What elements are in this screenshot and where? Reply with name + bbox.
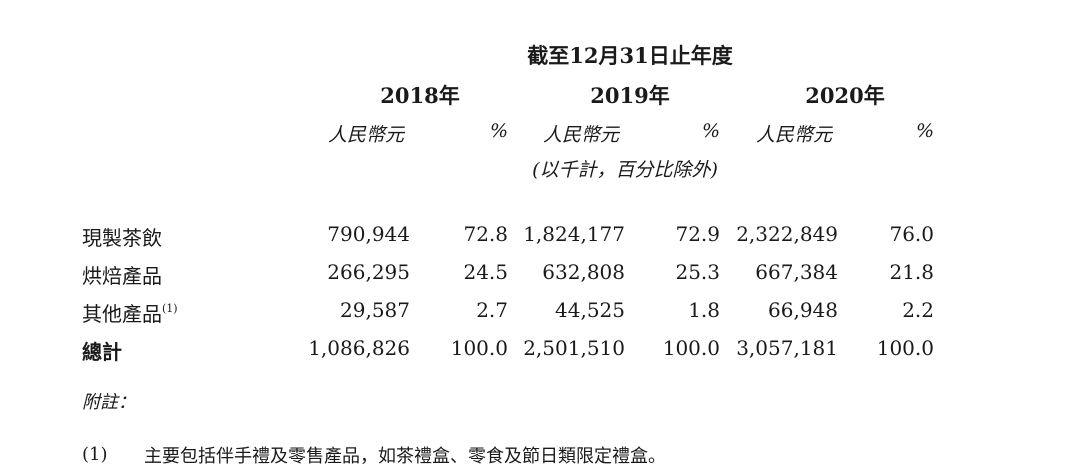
table-cell: 667,384 (755, 260, 838, 284)
table-cell: 44,525 (555, 298, 625, 322)
table-cell: 266,295 (327, 260, 410, 284)
row-label-fresh-tea: 現製茶飲 (82, 226, 162, 250)
table-cell: 66,948 (768, 298, 838, 322)
footnote-marker: (1) (82, 444, 108, 465)
footnote-ref: (1) (162, 302, 178, 315)
currency-label-2018: 人民幣元 (328, 124, 405, 146)
table-cell: 24.5 (463, 260, 508, 284)
table-cell: 2.7 (476, 298, 508, 322)
percent-label-2019: % (701, 120, 720, 142)
table-cell: 100.0 (450, 336, 508, 360)
table-cell: 29,587 (340, 298, 410, 322)
table-cell: 100.0 (876, 336, 934, 360)
row-label-bakery: 烘焙產品 (82, 264, 162, 288)
table-cell: 1,086,826 (308, 336, 410, 360)
percent-label-2020: % (915, 120, 934, 142)
currency-label-2020: 人民幣元 (756, 124, 833, 146)
percent-label-2018: % (489, 120, 508, 142)
footnote-text: 主要包括伴手禮及零售產品，如茶禮盒、零食及節日類限定禮盒。 (144, 446, 666, 467)
table-cell: 2,322,849 (736, 222, 838, 246)
year-header-2020: 2020年 (805, 83, 885, 108)
unit-note: (以千計，百分比除外) (532, 159, 718, 181)
table-cell: 72.8 (463, 222, 508, 246)
table-cell: 100.0 (662, 336, 720, 360)
table-cell: 25.3 (675, 260, 720, 284)
table-cell: 72.9 (675, 222, 720, 246)
period-header: 截至12月31日止年度 (527, 43, 733, 68)
table-cell: 21.8 (889, 260, 934, 284)
row-label-total: 總計 (82, 340, 122, 364)
table-cell: 1.8 (688, 298, 720, 322)
table-cell: 3,057,181 (736, 336, 838, 360)
year-header-2018: 2018年 (380, 83, 460, 108)
year-header-2019: 2019年 (590, 83, 670, 108)
table-cell: 790,944 (327, 222, 410, 246)
table-cell: 76.0 (889, 222, 934, 246)
table-cell: 2,501,510 (523, 336, 625, 360)
table-cell: 1,824,177 (523, 222, 625, 246)
table-cell: 632,808 (542, 260, 625, 284)
currency-label-2019: 人民幣元 (543, 124, 620, 146)
row-label-other: 其他產品(1) (82, 298, 178, 327)
row-label-other-text: 其他產品 (82, 302, 162, 326)
table-cell: 2.2 (902, 298, 934, 322)
notes-heading: 附註： (82, 392, 136, 413)
